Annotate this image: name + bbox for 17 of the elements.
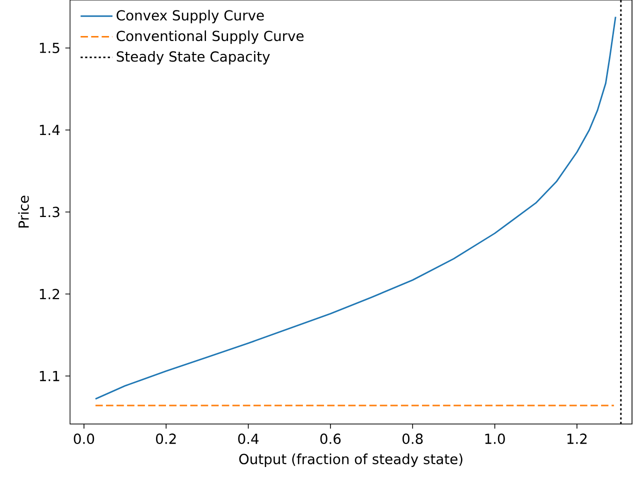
y-tick-label: 1.1 <box>40 370 60 382</box>
y-tick-label: 1.4 <box>40 124 60 136</box>
y-axis-title: Price <box>18 196 29 228</box>
x-tick-label: 1.0 <box>485 434 505 444</box>
y-tick-label: 1.5 <box>40 42 60 54</box>
y-tick-label: 1.2 <box>40 288 60 300</box>
legend-label: Steady State Capacity <box>116 51 270 64</box>
x-tick-label: 1.2 <box>567 434 587 444</box>
legend-label: Conventional Supply Curve <box>116 30 304 44</box>
x-tick-label: 0.8 <box>402 434 423 444</box>
x-tick-label: 0.2 <box>156 434 176 444</box>
x-tick-label: 0.4 <box>238 434 259 444</box>
y-tick-label: 1.3 <box>40 206 60 218</box>
x-tick-label: 0.6 <box>320 434 341 444</box>
legend-label: Convex Supply Curve <box>116 10 264 24</box>
x-tick-label: 0.0 <box>74 434 94 444</box>
x-axis-title: Output (fraction of steady state) <box>239 454 462 467</box>
